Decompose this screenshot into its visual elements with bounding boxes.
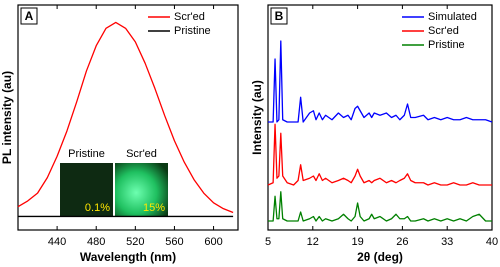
legend-label: Pristine bbox=[428, 39, 465, 51]
y-axis-title: PL intensity (au) bbox=[0, 71, 14, 164]
data-line bbox=[268, 191, 492, 222]
inset-percentage: 15% bbox=[143, 202, 165, 214]
x-tick-label: 480 bbox=[87, 236, 105, 248]
legend-label: Scr'ed bbox=[428, 25, 459, 37]
inset-label: Pristine bbox=[68, 148, 105, 160]
panel-label-box bbox=[20, 7, 38, 25]
panel-label-box bbox=[270, 7, 288, 25]
x-tick-label: 560 bbox=[165, 236, 183, 248]
panel-label: B bbox=[275, 9, 284, 23]
x-tick-label: 520 bbox=[126, 236, 144, 248]
x-tick-label: 26 bbox=[396, 236, 408, 248]
legend-label: Scr'ed bbox=[174, 11, 205, 23]
x-tick-label: 33 bbox=[441, 236, 453, 248]
panel-label: A bbox=[25, 9, 34, 23]
data-line bbox=[17, 21, 234, 214]
x-tick-label: 5 bbox=[265, 236, 271, 248]
x-axis-title: Wavelength (nm) bbox=[80, 250, 176, 264]
plot-frame bbox=[267, 4, 493, 231]
inset-label: Scr'ed bbox=[126, 148, 157, 160]
x-axis-title: 2θ (deg) bbox=[357, 250, 403, 264]
inset-photo bbox=[115, 163, 168, 217]
inset-photo bbox=[60, 163, 113, 217]
x-tick-label: 440 bbox=[48, 236, 66, 248]
x-tick-label: 12 bbox=[307, 236, 319, 248]
plot-frame bbox=[17, 4, 239, 231]
x-tick-label: 19 bbox=[351, 236, 363, 248]
x-tick-label: 600 bbox=[204, 236, 222, 248]
x-tick-label: 40 bbox=[486, 236, 498, 248]
data-line bbox=[268, 40, 493, 123]
legend-label: Simulated bbox=[428, 11, 477, 23]
inset-percentage: 0.1% bbox=[85, 202, 110, 214]
y-axis-title: Intensity (au) bbox=[250, 80, 264, 155]
data-line bbox=[267, 123, 492, 186]
legend-label: Pristine bbox=[174, 25, 211, 37]
